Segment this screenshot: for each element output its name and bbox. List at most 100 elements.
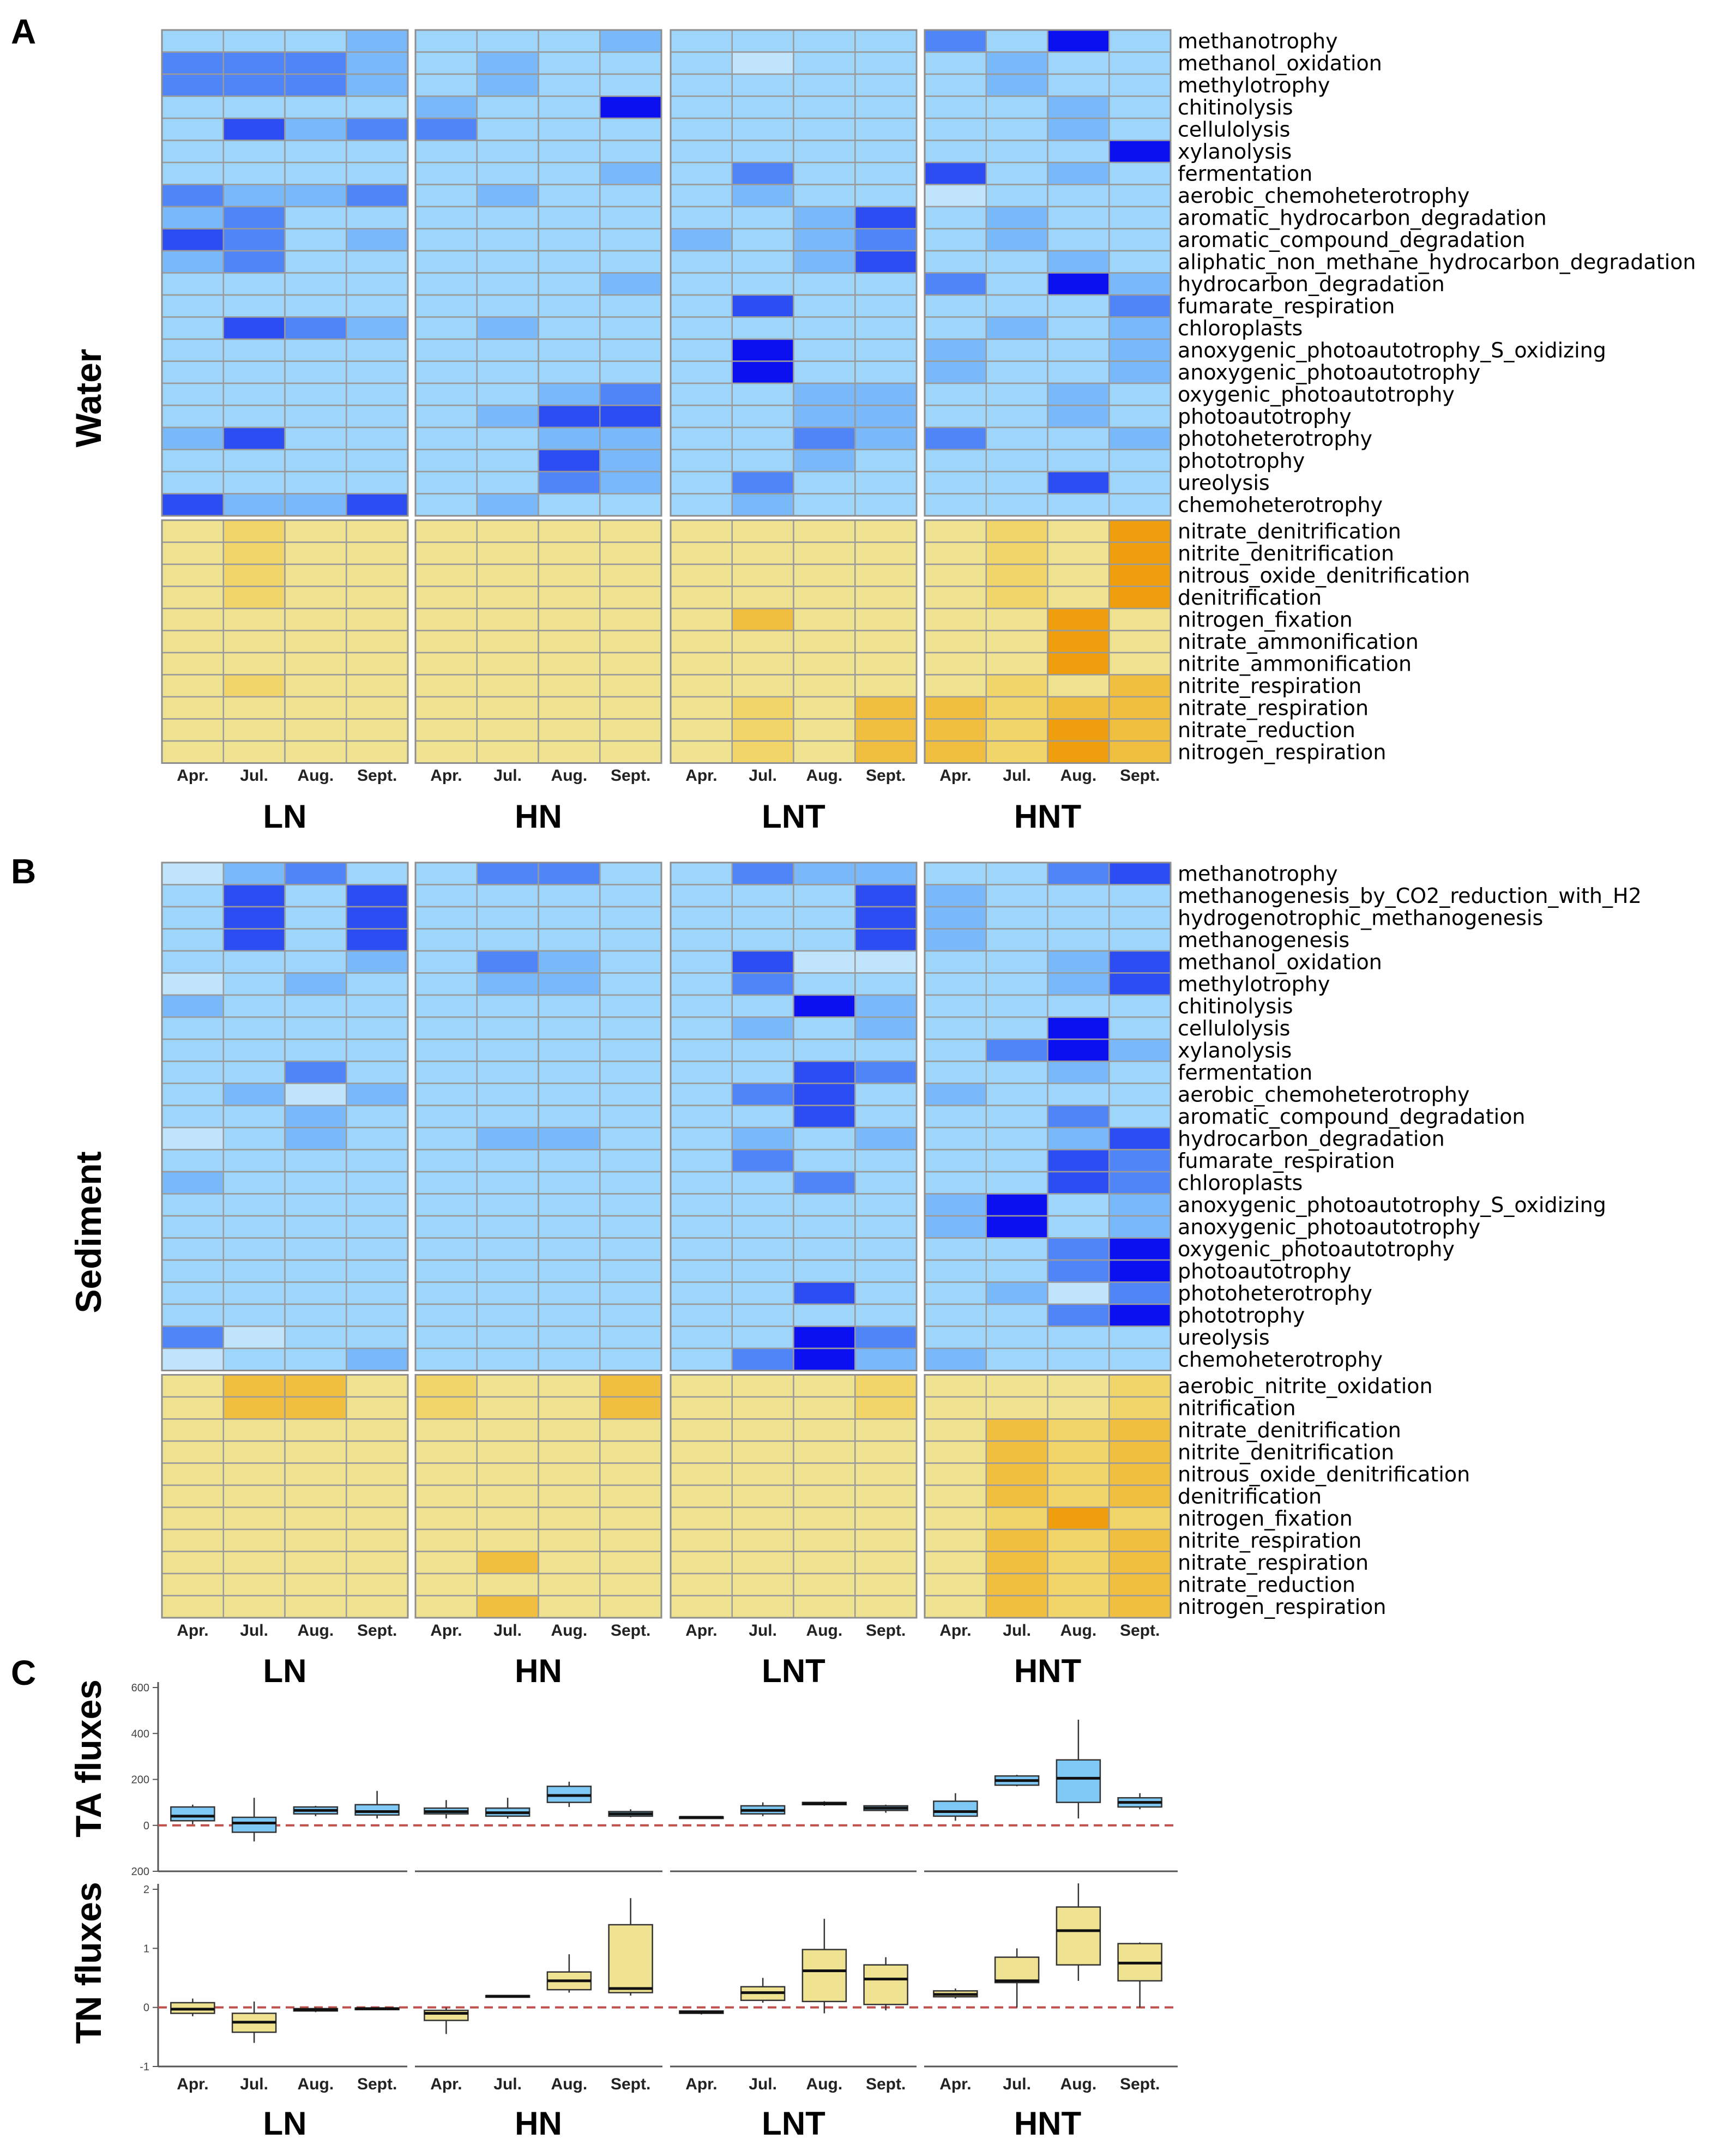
heat-cell	[414, 718, 478, 742]
heat-cell	[222, 471, 286, 495]
heat-cell	[599, 73, 662, 97]
heat-cell	[538, 541, 601, 565]
heat-cell	[161, 1440, 224, 1464]
row-label: chitinolysis	[1178, 994, 1293, 1018]
heat-frame	[414, 861, 662, 1371]
heat-cell	[284, 250, 347, 274]
heat-cell	[985, 519, 1048, 543]
row-label: nitrogen_fixation	[1178, 607, 1353, 631]
heat-cell	[854, 1171, 918, 1195]
heat-cell	[346, 696, 409, 720]
heat-cell	[1108, 1528, 1172, 1552]
heat-cell	[414, 696, 478, 720]
heat-cell	[284, 607, 347, 631]
heat-cell	[985, 950, 1048, 974]
heat-cell	[161, 1171, 224, 1195]
heat-cell	[854, 718, 918, 742]
heat-cell	[1047, 1528, 1110, 1552]
heat-cell	[538, 117, 601, 141]
heat-cell	[284, 861, 347, 885]
heat-cell	[731, 161, 794, 185]
heat-cell	[346, 1572, 409, 1596]
heat-cell	[284, 95, 347, 119]
heat-cell	[854, 740, 918, 764]
month-tick-label: Apr.	[939, 2075, 971, 2093]
heat-frame	[161, 1374, 409, 1619]
heat-cell	[222, 1347, 286, 1371]
heat-cell	[414, 1105, 478, 1129]
heat-cell	[414, 1016, 478, 1040]
heat-cell	[924, 1595, 987, 1619]
heat-cell	[793, 449, 856, 473]
heat-cell	[731, 1440, 794, 1464]
heat-cell	[1047, 1105, 1110, 1129]
heat-cell	[414, 994, 478, 1018]
heat-cell	[1047, 861, 1110, 885]
heat-cell	[476, 861, 539, 885]
heat-cell	[731, 1374, 794, 1398]
heat-cell	[1047, 1237, 1110, 1261]
heat-cell	[222, 972, 286, 996]
heat-cell	[414, 1507, 478, 1531]
heat-cell	[346, 73, 409, 97]
heat-cell	[793, 140, 856, 164]
heat-cell	[284, 630, 347, 654]
heat-cell	[924, 1325, 987, 1349]
heat-cell	[414, 1440, 478, 1464]
heat-cell	[854, 206, 918, 230]
heat-cell	[284, 272, 347, 296]
heat-cell	[731, 928, 794, 952]
heat-cell	[924, 426, 987, 450]
heat-cell	[985, 1303, 1048, 1327]
month-tick-label: Aug.	[551, 767, 588, 785]
heat-cell	[854, 884, 918, 908]
heat-cell	[161, 1126, 224, 1150]
heat-cell	[346, 1016, 409, 1040]
heat-cell	[599, 1082, 662, 1106]
heat-cell	[731, 405, 794, 429]
heat-cell	[222, 73, 286, 97]
heat-cell	[476, 884, 539, 908]
heat-cell	[414, 1551, 478, 1575]
heat-cell	[346, 1281, 409, 1305]
heat-cell	[985, 563, 1048, 587]
heat-cell	[670, 1237, 733, 1261]
row-label: denitrification	[1178, 1484, 1322, 1508]
heat-cell	[599, 316, 662, 340]
heat-cell	[538, 1126, 601, 1150]
heat-cell	[985, 1440, 1048, 1464]
box-iqr	[933, 1800, 978, 1817]
heat-cell	[476, 184, 539, 208]
heat-cell	[854, 1259, 918, 1283]
heat-cell	[414, 1038, 478, 1062]
heat-cell	[599, 630, 662, 654]
heat-cell	[538, 1595, 601, 1619]
heat-cell	[414, 563, 478, 587]
heat-cell	[1047, 1215, 1110, 1239]
heat-cell	[222, 426, 286, 450]
heat-cell	[1047, 1347, 1110, 1371]
heat-cell	[985, 51, 1048, 75]
heat-cell	[161, 674, 224, 698]
heat-cell	[1108, 360, 1172, 384]
heat-cell	[476, 1347, 539, 1371]
heat-cell	[1108, 272, 1172, 296]
heat-cell	[793, 696, 856, 720]
heat-cell	[1108, 1507, 1172, 1531]
heat-cell	[1108, 29, 1172, 53]
heat-cell	[222, 493, 286, 517]
heat-cell	[793, 630, 856, 654]
heat-frame	[161, 519, 409, 764]
heat-cell	[793, 338, 856, 362]
heat-cell	[222, 928, 286, 952]
heat-cell	[985, 1595, 1048, 1619]
heat-cell	[538, 316, 601, 340]
heat-cell	[731, 861, 794, 885]
heat-cell	[476, 1374, 539, 1398]
heat-cell	[346, 1082, 409, 1106]
heat-cell	[1108, 906, 1172, 930]
heat-cell	[161, 294, 224, 318]
heat-cell	[670, 906, 733, 930]
heat-cell	[924, 541, 987, 565]
heat-cell	[793, 73, 856, 97]
